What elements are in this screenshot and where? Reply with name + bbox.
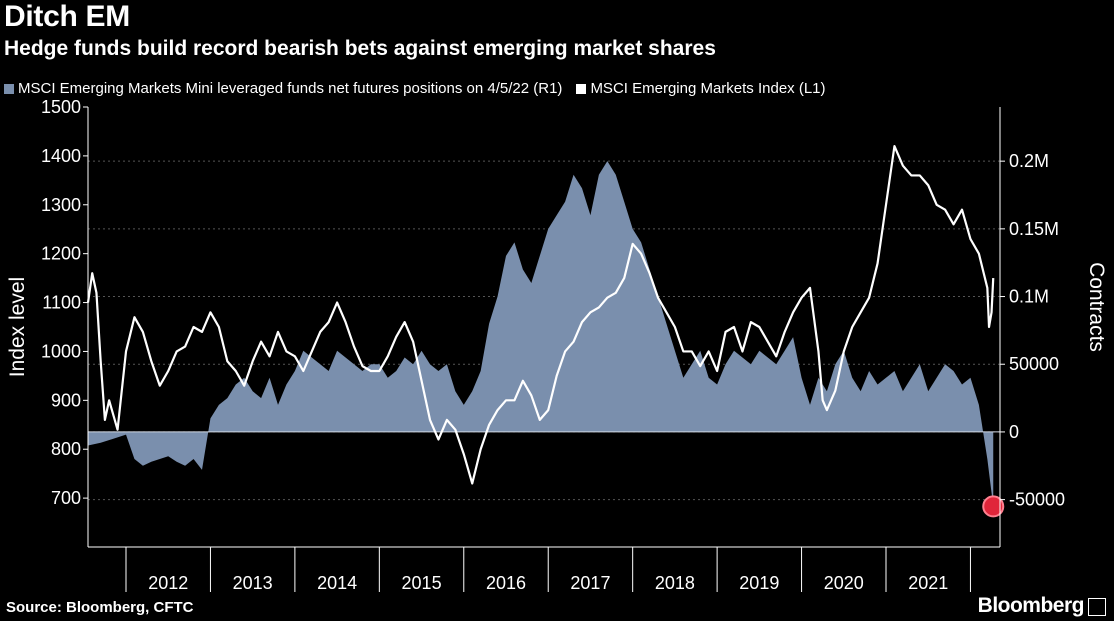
left-axis-title: Index level [6,277,29,377]
left-tick-label-3: 1200 [41,244,81,264]
left-tick-label-7: 800 [51,439,81,459]
terminal-icon [1088,598,1106,616]
futures-positions-area [88,161,994,507]
right-axis-title: Contracts [1085,262,1108,352]
legend-label-index: MSCI Emerging Markets Index (L1) [590,80,826,97]
right-tick-label-3: 50000 [1009,354,1059,374]
legend-swatch-index [576,83,587,94]
chart-subtitle: Hedge funds build record bearish bets ag… [4,37,716,60]
x-tick-label-2: 2014 [317,573,357,593]
left-tick-label-6: 900 [51,390,81,410]
x-tick-label-5: 2017 [570,573,610,593]
legend-label-futures: MSCI Emerging Markets Mini leveraged fun… [18,80,563,97]
left-tick-label-5: 1000 [41,341,81,361]
x-tick-label-6: 2018 [655,573,695,593]
legend: MSCI Emerging Markets Mini leveraged fun… [4,80,840,97]
legend-item-futures: MSCI Emerging Markets Mini leveraged fun… [4,80,562,97]
msci-index-line [86,145,995,485]
right-tick-label-5: -50000 [1009,490,1065,510]
chart-title: Ditch EM [4,0,130,33]
left-tick-label-2: 1300 [41,195,81,215]
source-note: Source: Bloomberg, CFTC [6,599,194,616]
x-tick-label-0: 2012 [148,573,188,593]
x-tick-label-9: 2021 [908,573,948,593]
left-tick-label-4: 1100 [42,293,81,313]
right-tick-label-1: 0.15M [1009,219,1059,239]
x-tick-label-1: 2013 [233,573,273,593]
record-bearish-marker [982,495,1005,518]
x-tick-label-4: 2016 [486,573,526,593]
right-tick-label-4: 0 [1009,422,1019,442]
x-tick-label-3: 2015 [402,573,442,593]
right-tick-label-2: 0.1M [1009,287,1049,307]
left-tick-label-1: 1400 [41,146,81,166]
right-tick-label-0: 0.2M [1009,151,1049,171]
legend-swatch-futures [4,83,14,94]
left-tick-label-8: 700 [51,488,81,508]
left-tick-label-0: 1500 [41,97,81,117]
x-tick-label-8: 2020 [824,573,864,593]
bloomberg-logo: Bloomberg [977,594,1085,617]
x-tick-label-7: 2019 [739,573,779,593]
legend-item-index: MSCI Emerging Markets Index (L1) [576,80,826,97]
